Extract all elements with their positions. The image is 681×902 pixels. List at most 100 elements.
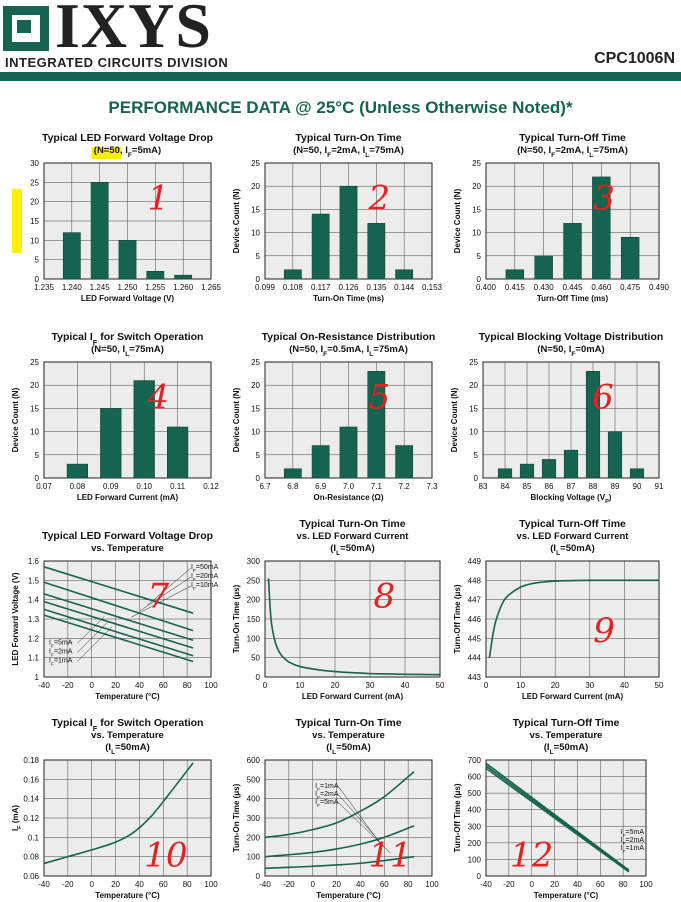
x-axis-label: LED Forward Current (mA) bbox=[302, 692, 404, 701]
bar bbox=[118, 240, 137, 280]
y-tick-label: 5 bbox=[256, 451, 261, 460]
series-line bbox=[43, 581, 194, 632]
series-line bbox=[43, 608, 194, 657]
x-tick-label: 6.8 bbox=[287, 482, 299, 491]
y-tick-label: 5 bbox=[474, 451, 479, 460]
x-tick-label: 0.415 bbox=[505, 283, 526, 292]
x-tick-label: 91 bbox=[655, 482, 664, 491]
x-tick-label: 40 bbox=[135, 880, 144, 889]
y-tick-label: 400 bbox=[468, 806, 482, 815]
y-tick-label: 20 bbox=[30, 381, 39, 390]
y-tick-label: 25 bbox=[251, 159, 260, 168]
y-tick-label: 0 bbox=[474, 474, 479, 483]
x-tick-label: -20 bbox=[62, 681, 74, 690]
chart-panel-c1: 0 5 10 15 20 25 30 1.235 1.240 1.245 1.250 1.255 1.2… bbox=[11, 132, 222, 303]
y-tick-label: 15 bbox=[30, 404, 39, 413]
y-tick-label: 400 bbox=[247, 795, 261, 804]
y-tick-label: 25 bbox=[30, 358, 39, 367]
y-tick-label: 500 bbox=[468, 789, 482, 798]
y-tick-label: 0 bbox=[256, 275, 261, 284]
x-tick-label: 60 bbox=[596, 880, 605, 889]
x-axis-label: On-Resistance (Ω) bbox=[314, 493, 384, 502]
leader-line bbox=[131, 585, 192, 618]
chart-c2: 0 5 10 15 20 25 0.099 0.108 0.117 0.126 0.135 0.144… bbox=[232, 132, 443, 303]
annotation-number: 8 bbox=[374, 576, 396, 616]
chart-c11: 0 100 200 300 400 500 600 -40 -20 0 20 40 60 80 100 Tem… bbox=[232, 717, 439, 900]
x-tick-label: 80 bbox=[183, 681, 192, 690]
chart-subtitle: vs. LED Forward Current bbox=[517, 531, 630, 542]
y-axis-label: Device Count (N) bbox=[450, 387, 459, 452]
y-tick-label: 10 bbox=[251, 229, 260, 238]
y-tick-label: 0.18 bbox=[23, 756, 39, 765]
x-tick-label: 0 bbox=[263, 681, 268, 690]
leader-line bbox=[338, 786, 379, 842]
y-axis-label: Device Count (N) bbox=[232, 188, 241, 253]
x-tick-label: 6.7 bbox=[259, 482, 271, 491]
series-label: IF=1mA bbox=[621, 845, 645, 855]
x-tick-label: -40 bbox=[38, 681, 50, 690]
x-tick-label: 1.265 bbox=[201, 283, 222, 292]
y-tick-label: 150 bbox=[247, 615, 261, 624]
x-tick-label: 0 bbox=[89, 681, 94, 690]
y-tick-label: 25 bbox=[472, 159, 481, 168]
y-tick-label: 50 bbox=[251, 654, 260, 663]
series-label: IF=5mA bbox=[621, 829, 645, 839]
x-tick-label: 20 bbox=[551, 681, 560, 690]
y-tick-label: 10 bbox=[469, 428, 478, 437]
y-tick-label: 5 bbox=[35, 451, 40, 460]
y-tick-label: 500 bbox=[247, 775, 261, 784]
chart-subtitle-2: (IL=50mA) bbox=[550, 543, 594, 557]
chart-title: Typical Turn-On Time bbox=[295, 717, 401, 729]
x-tick-label: 0.400 bbox=[476, 283, 497, 292]
page-title: PERFORMANCE DATA @ 25°C (Unless Otherwis… bbox=[108, 98, 573, 117]
annotation-number: 7 bbox=[148, 576, 170, 616]
x-tick-label: 0.099 bbox=[255, 283, 276, 292]
y-tick-label: 100 bbox=[247, 634, 261, 643]
x-tick-label: 80 bbox=[183, 880, 192, 889]
x-axis-label: LED Forward Current (mA) bbox=[77, 493, 179, 502]
x-tick-label: 100 bbox=[639, 880, 653, 889]
x-tick-label: 40 bbox=[356, 880, 365, 889]
chart-title: Typical IF for Switch Operation bbox=[52, 717, 204, 733]
series-line bbox=[485, 767, 630, 873]
y-tick-label: 5 bbox=[35, 256, 40, 265]
bar bbox=[311, 445, 330, 479]
bar bbox=[629, 468, 645, 479]
y-axis-label: Turn-Off Time (μs) bbox=[453, 584, 462, 653]
chart-subtitle: vs. Temperature bbox=[312, 730, 385, 741]
chart-c5: 0 5 10 15 20 25 6.7 6.8 6.9 7.0 7.1 7.2 7.3 On-Resist… bbox=[232, 331, 438, 502]
x-tick-label: 20 bbox=[111, 681, 120, 690]
y-tick-label: 1.2 bbox=[28, 634, 40, 643]
chart-panel-c12: 0 100 200 300 400 500 600 700 -40 -20 0 20 40 60 80 100… bbox=[453, 717, 653, 900]
series-line bbox=[264, 770, 415, 839]
annotation-number: 6 bbox=[592, 377, 614, 417]
y-tick-label: 10 bbox=[472, 229, 481, 238]
x-tick-label: 30 bbox=[366, 681, 375, 690]
x-tick-label: 50 bbox=[436, 681, 445, 690]
series-line bbox=[264, 855, 415, 870]
logo-mark bbox=[3, 6, 49, 51]
annotation-number: 11 bbox=[369, 836, 412, 876]
x-tick-label: 80 bbox=[404, 880, 413, 889]
chart-subtitle-2: (IL=50mA) bbox=[326, 742, 370, 756]
x-tick-label: 6.9 bbox=[315, 482, 327, 491]
x-tick-label: 7.0 bbox=[343, 482, 355, 491]
y-tick-label: 300 bbox=[247, 814, 261, 823]
y-tick-label: 0 bbox=[256, 872, 261, 881]
part-number: CPC1006N bbox=[594, 50, 675, 67]
plot-area bbox=[485, 759, 647, 877]
y-axis-label: LED Forward Voltage (V) bbox=[11, 572, 20, 666]
x-axis-label: Temperature (°C) bbox=[95, 891, 160, 900]
x-tick-label: 0.144 bbox=[394, 283, 415, 292]
y-tick-label: 10 bbox=[30, 428, 39, 437]
y-tick-label: 444 bbox=[468, 654, 482, 663]
leader-line bbox=[77, 616, 105, 644]
x-tick-label: 100 bbox=[204, 880, 218, 889]
chart-subtitle: (N=50, IF=2mA, IL=75mA) bbox=[517, 145, 628, 159]
chart-c1: 0 5 10 15 20 25 30 1.235 1.240 1.245 1.250 1.255 1.2… bbox=[11, 132, 222, 303]
x-tick-label: 0 bbox=[484, 681, 489, 690]
bar bbox=[534, 255, 553, 280]
y-tick-label: 700 bbox=[468, 756, 482, 765]
bar bbox=[563, 223, 582, 280]
x-tick-label: 40 bbox=[135, 681, 144, 690]
